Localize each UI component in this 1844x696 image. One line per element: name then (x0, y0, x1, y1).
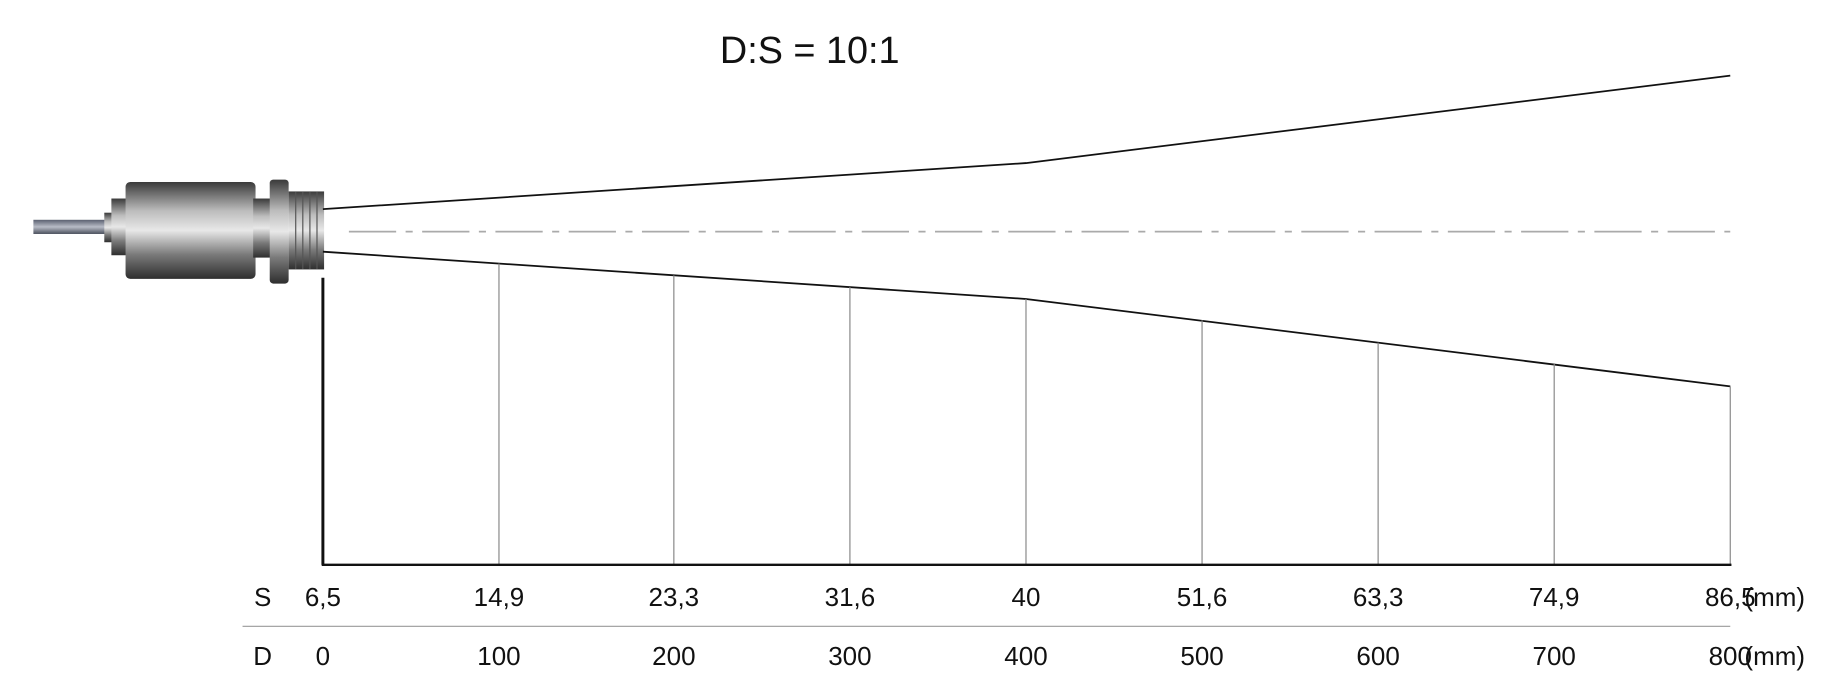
row-value: 600 (1356, 641, 1399, 671)
row-value: 74,9 (1529, 582, 1580, 612)
row-value: 800 (1709, 641, 1752, 671)
row-value: 500 (1180, 641, 1223, 671)
row-value: 40 (1012, 582, 1041, 612)
row-value: 100 (477, 641, 520, 671)
row-value: 23,3 (649, 582, 700, 612)
row-value: 6,5 (305, 582, 341, 612)
sensor (33, 179, 325, 284)
row-value: 14,9 (474, 582, 525, 612)
row-label: D (253, 641, 272, 671)
beam (322, 74, 1731, 388)
unit: (mm) (1744, 641, 1805, 671)
row-value: 400 (1004, 641, 1047, 671)
row-value: 700 (1533, 641, 1576, 671)
unit: (mm) (1744, 582, 1805, 612)
row-label: S (254, 582, 271, 612)
row-value: 86,5 (1705, 582, 1756, 612)
row-value: 0 (316, 641, 330, 671)
distance-lines (498, 263, 1731, 565)
row-value: 51,6 (1177, 582, 1228, 612)
row-value: 63,3 (1353, 582, 1404, 612)
row-value: 31,6 (825, 582, 876, 612)
row-value: 200 (652, 641, 695, 671)
title: D:S = 10:1 (720, 30, 900, 72)
row-value: 300 (828, 641, 871, 671)
